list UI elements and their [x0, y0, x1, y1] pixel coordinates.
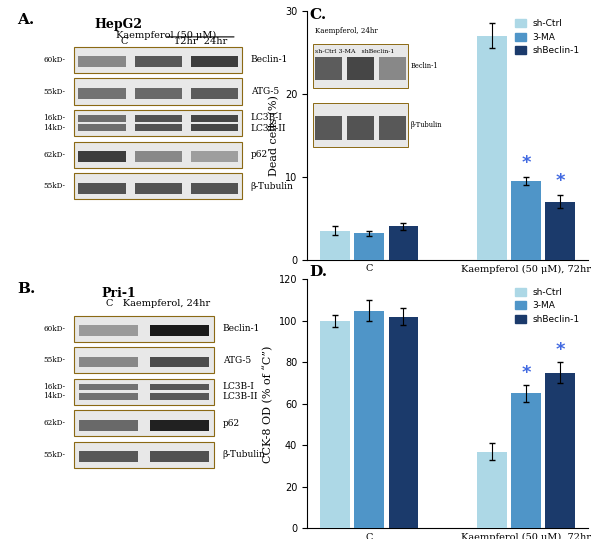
Text: *: * — [556, 172, 565, 190]
Legend: sh-Ctrl, 3-MA, shBeclin-1: sh-Ctrl, 3-MA, shBeclin-1 — [511, 284, 583, 328]
Text: *: * — [521, 364, 530, 382]
FancyBboxPatch shape — [79, 393, 139, 400]
Text: LC3B-I
LC3B-II: LC3B-I LC3B-II — [251, 113, 286, 133]
Text: *: * — [556, 341, 565, 360]
FancyBboxPatch shape — [74, 110, 242, 136]
Text: 60kD-: 60kD- — [43, 324, 65, 333]
Bar — [545, 202, 575, 260]
FancyBboxPatch shape — [191, 56, 238, 67]
FancyBboxPatch shape — [134, 124, 182, 132]
Text: 55kD-: 55kD- — [43, 451, 65, 459]
Text: Beclin-1: Beclin-1 — [223, 324, 260, 333]
FancyBboxPatch shape — [149, 384, 209, 390]
FancyBboxPatch shape — [74, 79, 242, 105]
Y-axis label: CCK-8 OD (% of “C”): CCK-8 OD (% of “C”) — [263, 345, 273, 462]
Text: 62kD-: 62kD- — [43, 419, 65, 427]
FancyBboxPatch shape — [149, 393, 209, 400]
FancyBboxPatch shape — [191, 115, 238, 122]
FancyBboxPatch shape — [79, 151, 125, 162]
Text: A.: A. — [17, 13, 35, 27]
Text: p62: p62 — [251, 150, 268, 159]
Text: 60kD-: 60kD- — [43, 56, 65, 64]
Text: 55kD-: 55kD- — [43, 356, 65, 364]
Bar — [511, 393, 541, 528]
FancyBboxPatch shape — [74, 173, 242, 199]
FancyBboxPatch shape — [134, 115, 182, 122]
Bar — [320, 231, 350, 260]
Text: Pri-1: Pri-1 — [101, 287, 136, 300]
FancyBboxPatch shape — [134, 183, 182, 194]
Text: Kaempferol (50 μM): Kaempferol (50 μM) — [116, 31, 217, 40]
FancyBboxPatch shape — [79, 451, 139, 462]
Text: p62: p62 — [223, 419, 240, 428]
FancyBboxPatch shape — [74, 442, 214, 468]
FancyBboxPatch shape — [79, 183, 125, 194]
Text: C   Kaempferol, 24hr: C Kaempferol, 24hr — [106, 299, 210, 308]
FancyBboxPatch shape — [79, 420, 139, 431]
Y-axis label: Dead cells (%): Dead cells (%) — [269, 95, 280, 176]
FancyBboxPatch shape — [79, 356, 139, 368]
FancyBboxPatch shape — [79, 88, 125, 99]
Text: LC3B-I
LC3B-II: LC3B-I LC3B-II — [223, 382, 258, 402]
FancyBboxPatch shape — [74, 379, 214, 405]
Text: 12hr  24hr: 12hr 24hr — [173, 37, 227, 46]
Bar — [545, 373, 575, 528]
Text: Beclin-1: Beclin-1 — [251, 56, 288, 65]
FancyBboxPatch shape — [74, 315, 214, 342]
Bar — [476, 36, 506, 260]
Text: *: * — [521, 154, 530, 171]
Text: B.: B. — [17, 282, 36, 296]
Text: 16kD-
14kD-: 16kD- 14kD- — [43, 114, 65, 132]
FancyBboxPatch shape — [134, 88, 182, 99]
FancyBboxPatch shape — [191, 88, 238, 99]
FancyBboxPatch shape — [191, 151, 238, 162]
Bar — [389, 226, 418, 260]
Text: ATG-5: ATG-5 — [223, 356, 251, 365]
Text: ATG-5: ATG-5 — [251, 87, 279, 96]
FancyBboxPatch shape — [149, 356, 209, 368]
Bar — [354, 233, 384, 260]
FancyBboxPatch shape — [79, 325, 139, 336]
Bar — [389, 317, 418, 528]
Text: β-Tubulin: β-Tubulin — [223, 451, 266, 459]
FancyBboxPatch shape — [134, 151, 182, 162]
FancyBboxPatch shape — [79, 384, 139, 390]
Legend: sh-Ctrl, 3-MA, shBeclin-1: sh-Ctrl, 3-MA, shBeclin-1 — [511, 15, 583, 59]
FancyBboxPatch shape — [191, 183, 238, 194]
FancyBboxPatch shape — [191, 124, 238, 132]
FancyBboxPatch shape — [134, 56, 182, 67]
FancyBboxPatch shape — [149, 420, 209, 431]
FancyBboxPatch shape — [149, 325, 209, 336]
FancyBboxPatch shape — [79, 115, 125, 122]
Bar — [476, 452, 506, 528]
FancyBboxPatch shape — [74, 347, 214, 373]
FancyBboxPatch shape — [74, 142, 242, 168]
Text: 16kD-
14kD-: 16kD- 14kD- — [43, 383, 65, 400]
Text: HepG2: HepG2 — [95, 18, 143, 31]
Text: 55kD-: 55kD- — [43, 87, 65, 95]
Bar — [320, 321, 350, 528]
FancyBboxPatch shape — [74, 47, 242, 73]
Text: β-Tubulin: β-Tubulin — [251, 182, 294, 191]
Bar — [511, 181, 541, 260]
FancyBboxPatch shape — [79, 124, 125, 132]
FancyBboxPatch shape — [149, 451, 209, 462]
Text: 62kD-: 62kD- — [43, 151, 65, 158]
Text: 55kD-: 55kD- — [43, 182, 65, 190]
FancyBboxPatch shape — [79, 56, 125, 67]
FancyBboxPatch shape — [74, 410, 214, 437]
Bar — [354, 310, 384, 528]
Text: C.: C. — [309, 8, 326, 22]
Text: D.: D. — [309, 265, 327, 279]
Text: C: C — [121, 37, 128, 46]
